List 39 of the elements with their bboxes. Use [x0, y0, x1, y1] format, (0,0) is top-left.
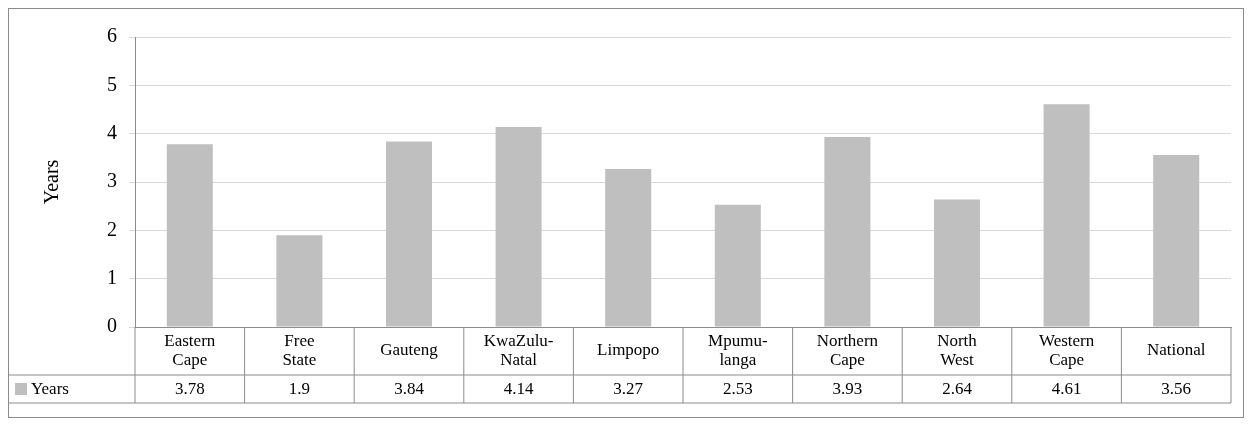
x-tick-label: Limpopo — [597, 340, 660, 360]
x-tick-label: KwaZulu-Natal — [483, 330, 554, 369]
x-tick-label: Western Cape — [1038, 330, 1095, 369]
x-tick-label: North West — [937, 330, 978, 369]
data-label: 4.14 — [503, 379, 534, 399]
x-tick-label: Gauteng — [380, 340, 439, 360]
y-tick-label: 2 — [107, 217, 117, 240]
x-tick-label: Mpumu-langa — [708, 330, 768, 369]
data-label: 3.93 — [832, 379, 863, 399]
y-tick-label: 0 — [107, 314, 117, 337]
data-label: 4.61 — [1051, 379, 1082, 399]
bar — [385, 141, 433, 327]
x-tick-label: Eastern Cape — [164, 330, 216, 369]
bar — [166, 144, 213, 327]
bar — [933, 199, 981, 327]
y-tick-label: 4 — [107, 120, 117, 143]
bar — [824, 137, 871, 327]
bar — [605, 168, 652, 327]
bar — [714, 204, 761, 327]
data-label: 2.53 — [722, 379, 753, 399]
y-tick-label: 3 — [107, 169, 117, 192]
bar — [276, 235, 323, 327]
data-label: 1.9 — [288, 379, 311, 399]
x-tick-label: Free State — [282, 330, 317, 369]
x-tick-label: Northern Cape — [816, 330, 879, 369]
data-label: 3.78 — [174, 379, 205, 399]
x-tick-label: National — [1146, 340, 1206, 360]
data-label: 3.84 — [394, 379, 425, 399]
y-tick-label: 6 — [107, 24, 117, 47]
y-tick-label: 5 — [107, 72, 117, 95]
bar — [495, 126, 542, 327]
y-tick-label: 1 — [107, 265, 117, 288]
bar — [1153, 154, 1200, 327]
bar — [1043, 104, 1090, 327]
legend-label: Years — [31, 379, 69, 399]
y-axis-title: Years — [40, 159, 63, 205]
data-label: 3.56 — [1161, 379, 1192, 399]
data-label: 3.27 — [613, 379, 644, 399]
data-label: 2.64 — [942, 379, 973, 399]
